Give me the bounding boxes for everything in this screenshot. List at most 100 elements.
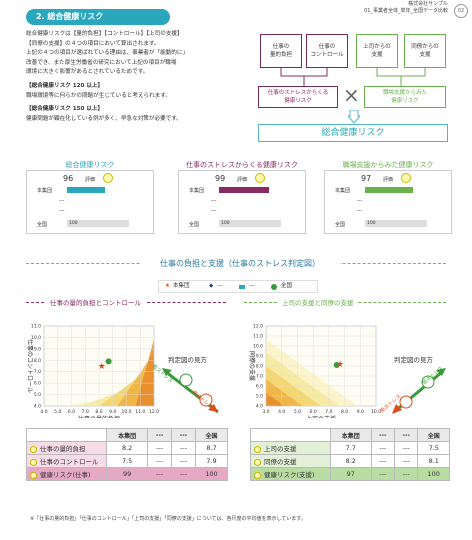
group-point: ★ [98,362,106,372]
y-tick: 4.0 [256,404,263,410]
x-tick: 6.0 [310,409,317,415]
flow-result-support: 職場支援からみた 健康リスク [364,86,446,108]
legend-group: 本集団 [173,283,190,289]
table-cell: 7.5 [105,454,149,468]
diamond-icon: ◆ [209,283,214,289]
gauge-row-national: 全国 [335,222,346,228]
gauge-bar [67,187,106,193]
flow-result-stress: 仕事のストレスからくる 健康リスク [258,86,338,108]
national-point [105,358,112,365]
gauge-eval-label: 評価 [85,177,96,183]
table-cell: 100 [194,467,229,481]
square-icon [239,285,245,289]
score-table-left: 本集団 --- --- 全国 仕事の量的負担 8.2 --- --- 8.7 仕事のコントロール 7… [26,428,229,481]
table-row: 仕事の量的負担 8.2 --- --- 8.7 [26,441,229,455]
gauge-title: 職場支援からみた健康リスク [342,161,434,169]
table-cell: --- [147,467,173,481]
x-tick: 10.0 [371,409,381,415]
gauge-row-national: 全国 [37,222,48,228]
y-tick: 12.0 [253,324,263,330]
x-tick: 7.0 [325,409,332,415]
x-tick: 5.0 [294,409,301,415]
smile-icon [254,445,261,453]
smile-icon [103,173,113,183]
y-tick: 8.0 [34,358,41,364]
gauge-value: 97 [361,174,372,183]
times-icon: × [343,83,360,107]
table-header: --- [370,428,396,442]
legend-dash2: --- [249,283,255,289]
gauge-row-group: 本集団 [335,188,351,194]
table-cell: 8.2 [330,454,372,468]
table-cell: 97 [330,467,372,481]
table-header: --- [394,428,419,442]
x-tick: 3.0 [262,409,269,415]
table-cell: 7.9 [194,454,229,468]
smile-icon [254,471,261,479]
smile-icon [30,471,37,479]
table-header: 本集団 [105,428,149,442]
gauge-panel: 99 評価 本集団 --- --- 全国 100 [178,170,306,234]
header-info: 株式会社サンプル 01_事業者全体_単年_全国データ比較 [364,1,448,15]
table-row: 健康リスク(仕事) 99 --- --- 100 [26,467,229,481]
x-tick: 12.0 [149,409,159,415]
table-cell: --- [171,441,196,455]
gauge-dash: --- [357,208,363,214]
guide-arrows-left [162,368,219,414]
table-cell: --- [370,454,396,468]
x-tick: 5.0 [54,409,61,415]
table-cell: --- [394,454,419,468]
y-axis-label: 同僚の支援 [248,351,256,381]
table-cell: --- [394,441,419,455]
row-label: 仕事の量的負担 [40,445,86,453]
y-tick: 7.0 [34,369,41,375]
smile-icon [254,458,261,466]
table-cell: --- [171,454,196,468]
row-label: 健康リスク(仕事) [40,471,91,479]
score-table-right: 本集団 --- --- 全国 上司の支援 7.7 --- --- 7.5 同僚の支援 8.2 --- -… [250,428,450,481]
gauge-bar [219,187,269,193]
x-tick: 6.0 [68,409,75,415]
row-label-cell: 上司の支援 [250,441,331,455]
intro-heading-150: 【総合健康リスク 150 以上】 [26,106,104,113]
row-label-cell: 同僚の支援 [250,454,331,468]
national-point [333,362,340,368]
intro-line: 総合健康リスクは【量的負担】【コントロール】【上司の支援】 [26,31,183,37]
gauge-eval-label: 評価 [237,177,248,183]
judge-chart-left: 4.0 5.0 6.0 7.0 8.0 9.0 10.0 11.0 12.0 11.0 10.0 9.… [26,324,159,419]
table-cell: --- [147,441,173,455]
x-tick: 9.0 [357,409,364,415]
flow-total-box: 総合健康リスク [258,124,448,142]
gauge-national-bar: 100 [365,220,427,227]
row-label-cell: 健康リスク(支援) [250,467,331,481]
smile-icon [30,445,37,453]
gauge-row-group: 本集団 [189,188,205,194]
smile-icon [255,173,265,183]
table-cell: 7.5 [417,441,450,455]
table-row: 健康リスク(支援) 97 --- --- 100 [250,467,450,481]
table-header: --- [171,428,196,442]
judge-legend: ★ 本集団 ◆ --- --- 全国 [158,280,318,293]
x-tick: 8.0 [341,409,348,415]
y-tick: 5.0 [34,392,41,398]
y-tick: 6.0 [34,381,41,387]
star-icon: ★ [165,283,170,289]
y-tick: 9.0 [34,346,41,352]
y-tick: 4.0 [34,404,41,410]
table-cell: --- [147,454,173,468]
down-arrow-icon [348,110,360,124]
table-header [26,428,107,442]
intro-heading-120: 【総合健康リスク 120 以上】 [26,82,104,89]
dept-line: 01_事業者全体_単年_全国データ比較 [364,8,448,14]
gauge-national-bar: 100 [219,220,281,227]
x-tick: 7.0 [82,409,89,415]
subtitle-right: 上司の支援と同僚の支援 [278,297,358,307]
row-label-cell: 仕事の量的負担 [26,441,107,455]
gauge-row-group: 本集団 [37,188,53,194]
intro-line: 環境に大きく影響があるとされているためです。 [26,69,149,76]
table-header: 本集団 [330,428,372,442]
table-header [250,428,331,442]
gauge-panel: 96 評価 本集団 --- --- 全国 100 [26,170,154,234]
gauge-dash: --- [59,208,65,214]
table-header: 全国 [194,428,229,442]
